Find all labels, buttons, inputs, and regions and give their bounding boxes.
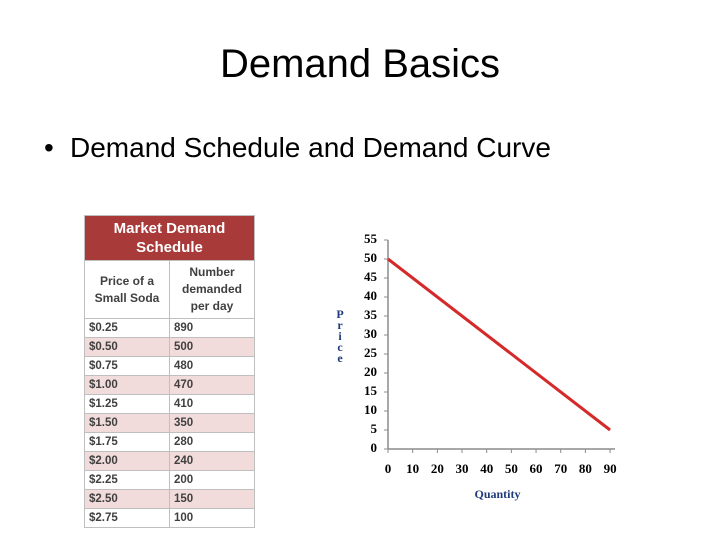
table-cell: $0.75 — [84, 356, 170, 376]
y-tick-label: 20 — [364, 364, 377, 379]
y-tick-label: 10 — [364, 402, 377, 417]
table-cell: $0.50 — [84, 337, 170, 357]
y-tick-label: 35 — [364, 307, 378, 322]
table-row: $2.50 150 — [84, 489, 255, 509]
table-cell: 480 — [169, 356, 255, 376]
slide-title: Demand Basics — [219, 42, 501, 86]
x-tick-label: 50 — [505, 461, 518, 476]
x-tick-label: 20 — [431, 461, 444, 476]
table-row: $0.50 500 — [84, 337, 255, 357]
y-tick-label: 40 — [364, 288, 377, 303]
x-tick-label: 0 — [385, 461, 392, 476]
table-row: $1.25 410 — [84, 394, 255, 414]
table-row: $2.00 240 — [84, 451, 255, 471]
column-header: Number demanded per day — [169, 260, 255, 319]
table-row: $1.00 470 — [84, 375, 255, 395]
y-tick-label: 55 — [364, 231, 378, 246]
x-tick-label: 90 — [604, 461, 617, 476]
table-cell: 410 — [169, 394, 255, 414]
table-cell: $1.00 — [84, 375, 170, 395]
bullet-dot: • — [44, 132, 54, 163]
x-tick-label: 30 — [456, 461, 469, 476]
table-row: $1.75 280 — [84, 432, 255, 452]
table-cell: 200 — [169, 470, 255, 490]
y-axis-label: Price — [333, 307, 347, 362]
y-tick-label: 45 — [364, 269, 378, 284]
table-row: $2.75 100 — [84, 508, 255, 528]
column-header: Price of a Small Soda — [84, 260, 170, 319]
x-axis-label: Quantity — [474, 487, 520, 501]
table-cell: 890 — [169, 318, 255, 338]
table-cell: 500 — [169, 337, 255, 357]
y-tick-label: 0 — [371, 440, 378, 455]
header-row: Price of a Small Soda Number demanded per… — [84, 260, 255, 319]
x-tick-label: 10 — [406, 461, 419, 476]
table-cell: 280 — [169, 432, 255, 452]
bullet: • Demand Schedule and Demand Curve — [44, 132, 551, 164]
bullet-text: Demand Schedule and Demand Curve — [70, 132, 551, 163]
y-tick-label: 15 — [364, 383, 378, 398]
y-tick-label: 30 — [364, 326, 377, 341]
table-row: $2.25 200 — [84, 470, 255, 490]
table-cell: $2.00 — [84, 451, 170, 471]
y-tick-label: 5 — [371, 421, 378, 436]
y-tick-label: 50 — [364, 250, 377, 265]
table-cell: $1.50 — [84, 413, 170, 433]
table-row: $0.75 480 — [84, 356, 255, 376]
table-cell: 100 — [169, 508, 255, 528]
table-cell: 150 — [169, 489, 255, 509]
table-cell: 470 — [169, 375, 255, 395]
table-cell: $1.25 — [84, 394, 170, 414]
y-tick-label: 25 — [364, 345, 378, 360]
x-tick-label: 40 — [480, 461, 493, 476]
table-row: $1.50 350 — [84, 413, 255, 433]
demand-line — [387, 257, 611, 432]
table-cell: $0.25 — [84, 318, 170, 338]
table-row: $0.25 890 — [84, 318, 255, 338]
demand-table: Market Demand Schedule Price of a Small S… — [84, 215, 255, 528]
x-tick-label: 60 — [530, 461, 543, 476]
x-tick-label: 70 — [554, 461, 567, 476]
table-cell: $2.75 — [84, 508, 170, 528]
x-tick-label: 80 — [579, 461, 592, 476]
